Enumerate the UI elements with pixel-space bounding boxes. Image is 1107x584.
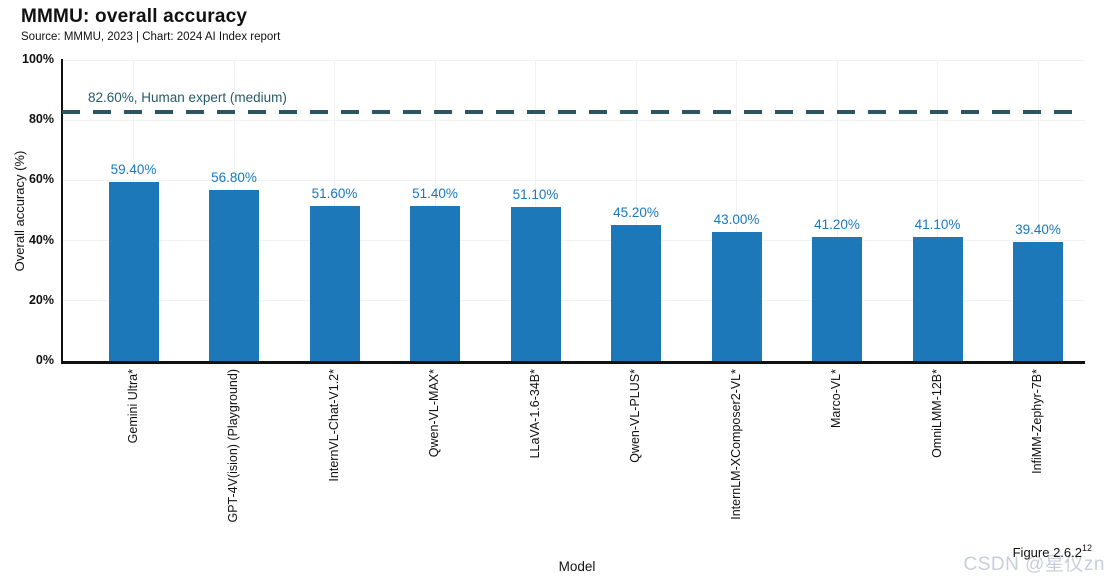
bar — [912, 237, 963, 361]
bar-value-label: 41.20% — [814, 217, 860, 232]
figure-reference-text: Figure 2.6.2 — [1012, 545, 1082, 560]
bar-value-label: 51.40% — [412, 186, 458, 202]
x-tick-label: InfiMM-Zephyr-7B* — [1030, 369, 1044, 474]
x-tick-label: GPT-4V(ision) (Playground) — [226, 369, 240, 523]
y-tick-label: 80% — [28, 112, 54, 127]
bar-value-label: 56.80% — [211, 170, 257, 186]
v-gridline — [736, 60, 737, 361]
v-gridline — [836, 60, 838, 361]
x-axis-line — [61, 361, 1085, 364]
bar — [611, 224, 661, 361]
page-subtitle: Source: MMMU, 2023 | Chart: 2024 AI Inde… — [21, 31, 281, 43]
h-gridline — [62, 179, 1085, 181]
figure-reference: Figure 2.6.212 — [1012, 543, 1092, 560]
bar — [410, 206, 460, 361]
v-gridline — [1037, 60, 1039, 361]
y-axis-title: Overall accuracy (%) — [12, 150, 27, 272]
bar — [1013, 242, 1063, 361]
y-tick-label: 60% — [28, 172, 54, 187]
plot-area: 59.40% 56.80% 51.60% 51.40% 51.10% 45.20% 43.0… — [62, 59, 1085, 361]
page-title: MMMU: overall accuracy — [21, 6, 248, 27]
watermark: CSDN @星仪zn — [963, 554, 1105, 575]
v-gridline — [635, 60, 637, 361]
h-gridline — [62, 59, 1085, 61]
bar-value-label: 43.00% — [713, 211, 760, 227]
h-gridline — [62, 119, 1085, 121]
bar-value-label: 51.10% — [512, 187, 559, 203]
x-tick-label: Qwen-VL-MAX* — [427, 369, 441, 458]
bar — [209, 190, 259, 361]
reference-line-label: 82.60%, Human expert (medium) — [88, 90, 287, 106]
x-tick-label: Marco-VL* — [829, 369, 843, 429]
y-tick-label: 0% — [35, 353, 54, 367]
y-tick-label: 40% — [28, 232, 54, 247]
x-axis-title: Model — [558, 559, 596, 574]
y-tick-label: 20% — [28, 292, 54, 307]
x-tick-label: InternLM-XComposer2-VL* — [728, 369, 743, 520]
x-tick-label: LLaVA-1.6-34B* — [527, 369, 542, 459]
x-tick-label: InternVL-Chat-V1.2* — [326, 369, 341, 482]
h-gridline — [62, 240, 1085, 242]
x-tick-label: OmniLMM-12B* — [929, 369, 944, 458]
bar — [812, 237, 862, 361]
bar — [108, 182, 159, 361]
x-tick-label: Gemini Ultra* — [125, 369, 140, 444]
v-gridline — [937, 60, 938, 361]
bar — [309, 205, 360, 361]
bar-value-label: 41.10% — [914, 217, 961, 233]
h-gridline — [62, 300, 1085, 302]
bar-value-label: 59.40% — [110, 162, 157, 178]
bar — [510, 207, 561, 361]
reference-line — [62, 110, 1085, 115]
figure-reference-footnote: 12 — [1081, 543, 1092, 553]
y-axis-line — [61, 59, 63, 363]
bar — [711, 231, 762, 361]
x-tick-label: Qwen-VL-PLUS* — [628, 369, 642, 463]
bar-value-label: 39.40% — [1015, 222, 1061, 238]
y-tick-label: 100% — [22, 52, 54, 66]
bar-value-label: 51.60% — [311, 185, 358, 201]
bar-value-label: 45.20% — [613, 204, 659, 220]
